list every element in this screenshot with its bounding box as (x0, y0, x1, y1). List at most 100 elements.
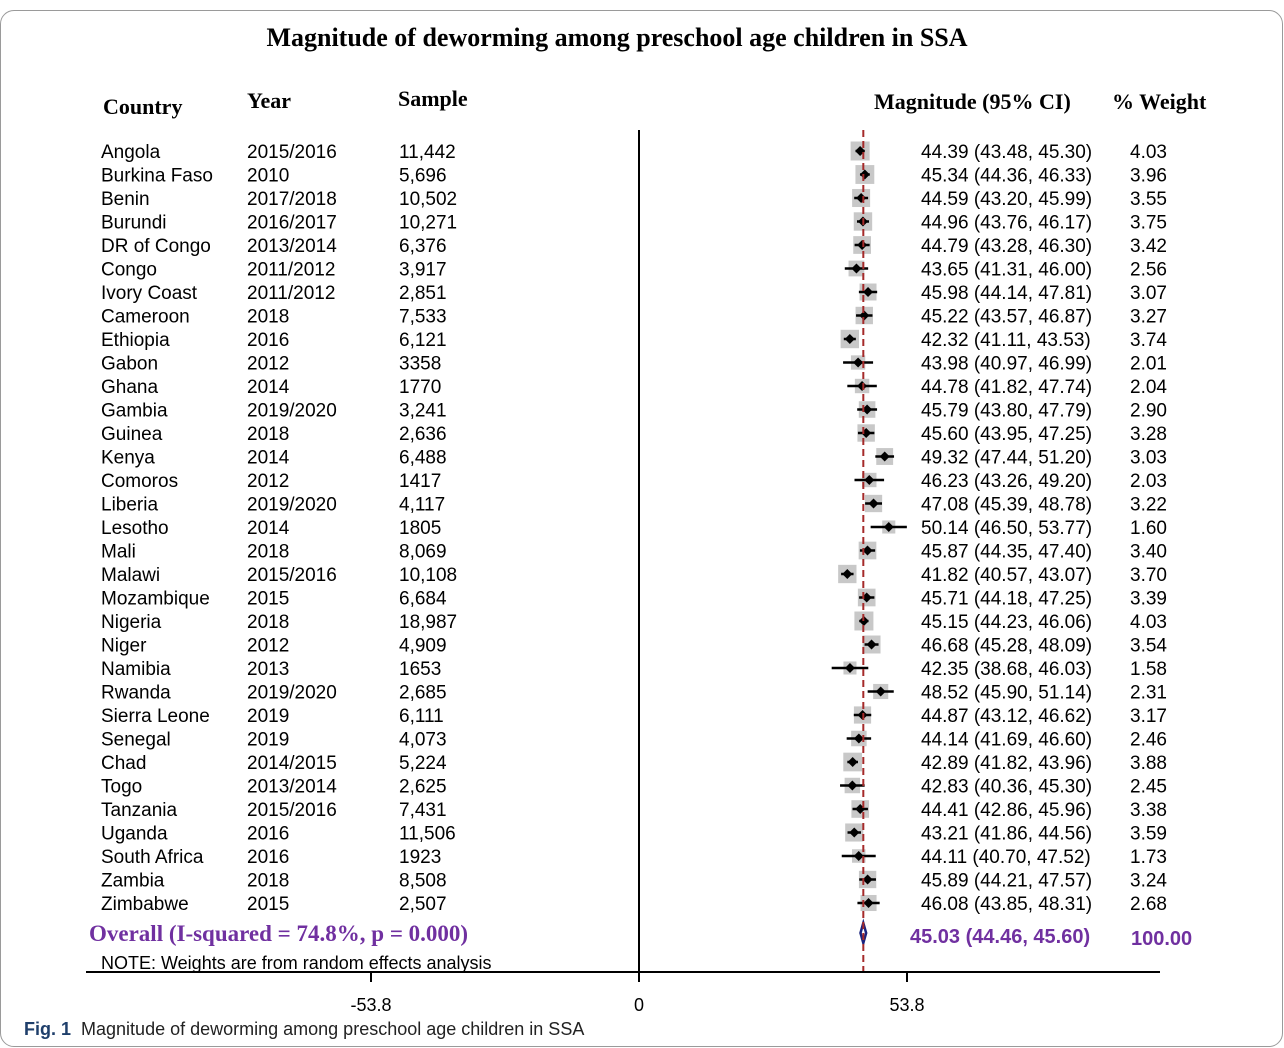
row-sample: 2,636 (399, 424, 447, 445)
row-weight: 3.96 (1130, 166, 1167, 187)
row-year: 2018 (247, 424, 289, 445)
row-country: Mozambique (101, 589, 210, 610)
row-ci: 45.71 (44.18, 47.25) (921, 589, 1092, 610)
row-country: Angola (101, 142, 161, 163)
row-country: Liberia (101, 495, 158, 516)
caption-label: Fig. 1 (24, 1019, 72, 1039)
row-weight: 3.74 (1130, 330, 1167, 351)
row-sample: 6,121 (399, 330, 447, 351)
point-estimate (862, 404, 873, 415)
row-weight: 4.03 (1130, 612, 1167, 633)
weights-note: NOTE: Weights are from random effects an… (101, 953, 491, 973)
row-country: Cameroon (101, 307, 190, 328)
row-year: 2019 (247, 730, 289, 751)
header-year: Year (247, 88, 291, 113)
row-ci: 42.89 (41.82, 43.96) (921, 753, 1092, 774)
row-weight: 3.40 (1130, 542, 1167, 563)
row-weight: 3.38 (1130, 800, 1167, 821)
row-weight: 3.28 (1130, 424, 1167, 445)
point-estimate (844, 663, 855, 673)
row-ci: 42.35 (38.68, 46.03) (921, 659, 1092, 680)
row-sample: 7,431 (399, 800, 447, 821)
row-country: Guinea (101, 424, 163, 445)
point-estimate (853, 733, 864, 744)
row-ci: 44.96 (43.76, 46.17) (921, 213, 1092, 234)
row-sample: 7,533 (399, 307, 447, 328)
row-ci: 42.83 (40.36, 45.30) (921, 777, 1092, 798)
row-sample: 3,917 (399, 260, 447, 281)
row-sample: 10,108 (399, 565, 457, 586)
row-sample: 5,224 (399, 753, 447, 774)
row-ci: 50.14 (46.50, 53.77) (921, 518, 1092, 539)
row-weight: 3.24 (1130, 871, 1167, 892)
point-estimate (868, 498, 879, 509)
row-weight: 3.42 (1130, 236, 1167, 257)
row-sample: 1417 (399, 471, 441, 492)
row-country: Chad (101, 753, 146, 774)
row-country: Gabon (101, 354, 158, 375)
row-sample: 6,684 (399, 589, 447, 610)
row-year: 2016 (247, 824, 289, 845)
row-sample: 1653 (399, 659, 441, 680)
row-sample: 8,069 (399, 542, 447, 563)
row-ci: 46.23 (43.26, 49.20) (921, 471, 1092, 492)
row-weight: 3.22 (1130, 495, 1167, 516)
row-sample: 2,851 (399, 283, 447, 304)
row-weight: 3.07 (1130, 283, 1167, 304)
row-sample: 4,073 (399, 730, 447, 751)
row-sample: 10,271 (399, 213, 457, 234)
row-country: Gambia (101, 401, 168, 422)
row-country: Mali (101, 542, 136, 563)
row-year: 2015/2016 (247, 142, 337, 163)
row-weight: 2.04 (1130, 377, 1167, 398)
row-sample: 10,502 (399, 189, 457, 210)
row-weight: 3.39 (1130, 589, 1167, 610)
row-weight: 2.01 (1130, 354, 1167, 375)
row-year: 2012 (247, 471, 289, 492)
row-ci: 41.82 (40.57, 43.07) (921, 565, 1092, 586)
row-weight: 1.73 (1130, 847, 1167, 868)
point-estimate (883, 522, 894, 532)
row-weight: 4.03 (1130, 142, 1167, 163)
row-ci: 47.08 (45.39, 48.78) (921, 495, 1092, 516)
row-year: 2011/2012 (247, 260, 335, 281)
row-ci: 45.22 (43.57, 46.87) (921, 307, 1092, 328)
row-ci: 45.79 (43.80, 47.79) (921, 401, 1092, 422)
row-year: 2016/2017 (247, 213, 337, 234)
row-sample: 18,987 (399, 612, 457, 633)
row-country: Comoros (101, 471, 178, 492)
row-year: 2014 (247, 518, 290, 539)
x-tick-label: -53.8 (350, 995, 391, 1015)
row-weight: 2.31 (1130, 683, 1167, 704)
row-country: Tanzania (101, 800, 177, 821)
row-weight: 3.54 (1130, 636, 1167, 657)
row-weight: 3.88 (1130, 753, 1167, 774)
row-sample: 3,241 (399, 401, 447, 422)
row-country: Burkina Faso (101, 166, 213, 187)
row-ci: 48.52 (45.90, 51.14) (921, 683, 1092, 704)
x-tick-label: 53.8 (889, 995, 924, 1015)
row-year: 2014/2015 (247, 753, 337, 774)
row-country: Namibia (101, 659, 171, 680)
point-estimate (866, 639, 877, 650)
row-year: 2014 (247, 448, 290, 469)
point-estimate (853, 357, 864, 368)
row-sample: 6,111 (399, 706, 444, 727)
row-ci: 45.15 (44.23, 46.06) (921, 612, 1092, 633)
row-ci: 45.89 (44.21, 47.57) (921, 871, 1092, 892)
row-weight: 3.70 (1130, 565, 1167, 586)
row-sample: 1923 (399, 847, 441, 868)
row-ci: 44.87 (43.12, 46.62) (921, 706, 1092, 727)
row-year: 2016 (247, 847, 289, 868)
row-country: Uganda (101, 824, 168, 845)
row-country: Nigeria (101, 612, 162, 633)
row-ci: 43.98 (40.97, 46.99) (921, 354, 1092, 375)
row-weight: 2.03 (1130, 471, 1167, 492)
row-ci: 49.32 (47.44, 51.20) (921, 448, 1092, 469)
point-estimate (847, 757, 858, 767)
row-weight: 3.17 (1130, 706, 1167, 727)
row-sample: 8,508 (399, 871, 447, 892)
row-sample: 6,488 (399, 448, 447, 469)
point-estimate (849, 827, 860, 838)
row-country: Malawi (101, 565, 160, 586)
